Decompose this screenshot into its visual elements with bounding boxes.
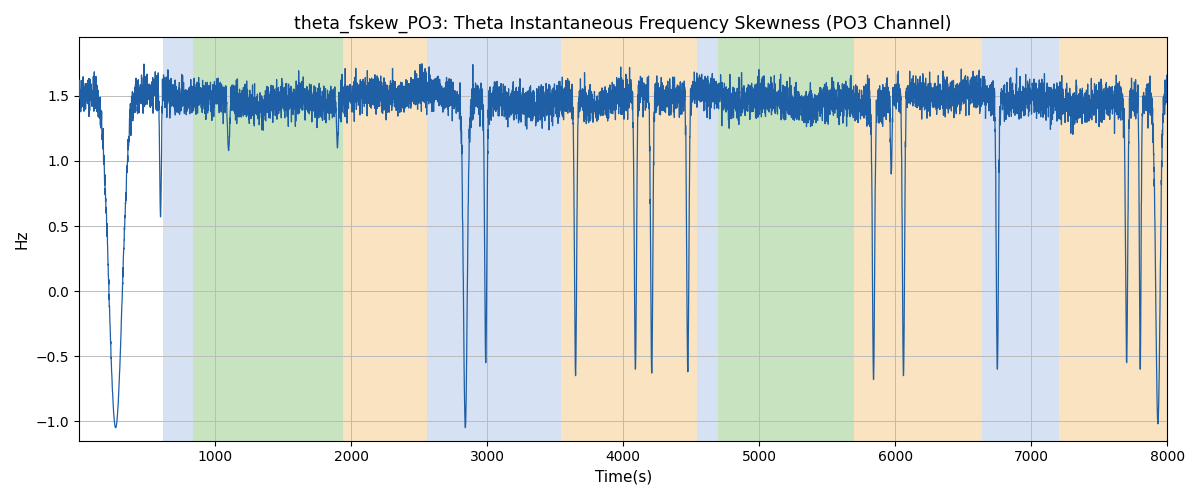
Bar xyxy=(560,38,697,440)
Bar xyxy=(426,38,560,440)
Bar xyxy=(193,38,343,440)
Bar xyxy=(163,38,193,440)
Bar xyxy=(1058,38,1168,440)
Y-axis label: Hz: Hz xyxy=(14,230,30,249)
Bar xyxy=(983,38,1058,440)
X-axis label: Time(s): Time(s) xyxy=(594,470,652,485)
Bar xyxy=(697,38,719,440)
Bar xyxy=(719,38,854,440)
Bar xyxy=(343,38,426,440)
Title: theta_fskew_PO3: Theta Instantaneous Frequency Skewness (PO3 Channel): theta_fskew_PO3: Theta Instantaneous Fre… xyxy=(294,15,952,34)
Bar xyxy=(854,38,983,440)
